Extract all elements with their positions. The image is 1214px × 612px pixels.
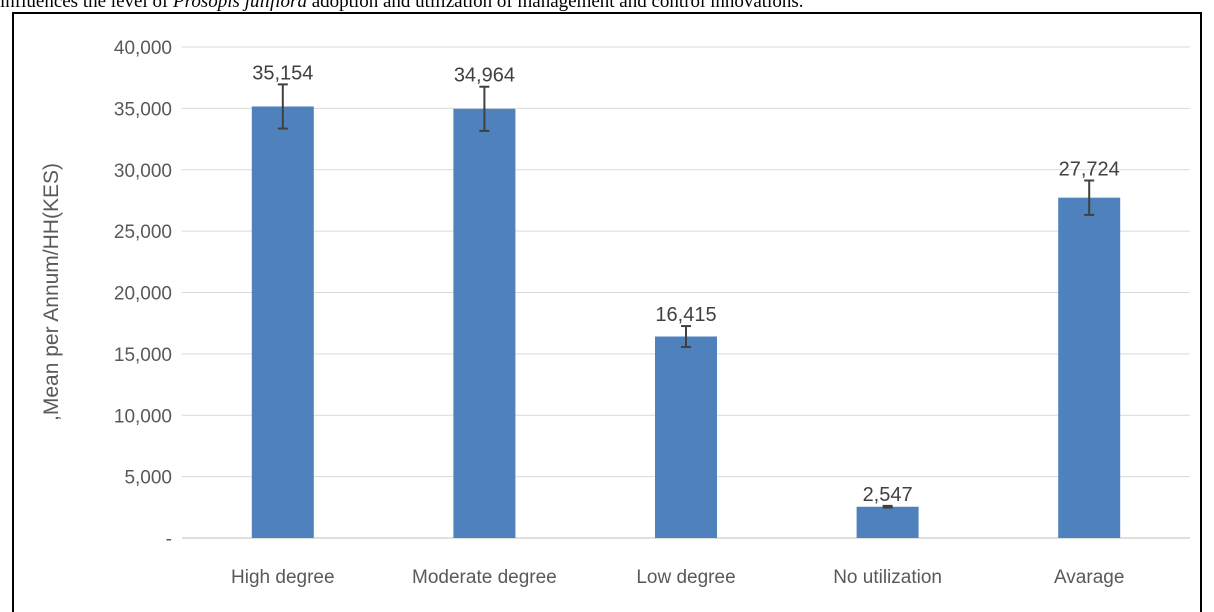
error-bars — [277, 83, 1095, 509]
caption-text-before: influences the level of — [0, 0, 174, 11]
data-label: 27,724 — [1059, 159, 1120, 181]
chart-frame — [12, 12, 1202, 612]
bar — [1058, 197, 1121, 538]
data-label: 16,415 — [655, 304, 716, 326]
error-bar — [277, 83, 288, 130]
x-tick-label: High degree — [231, 567, 335, 588]
bar — [655, 336, 717, 538]
y-tick-label: 5,000 — [124, 468, 172, 489]
data-label: 35,154 — [252, 62, 313, 84]
error-bar — [882, 504, 893, 509]
caption-species: Prosopis juliflora — [173, 0, 307, 11]
y-tick-label: 35,000 — [114, 99, 172, 120]
data-label: 2,547 — [863, 484, 913, 506]
error-bar — [479, 85, 490, 132]
bar — [251, 106, 314, 538]
x-tick-label: No utilization — [833, 567, 942, 588]
figure-caption: influences the level of Prosopis juliflo… — [0, 0, 1214, 11]
y-tick-label: 40,000 — [114, 38, 172, 59]
y-tick-label: 30,000 — [114, 161, 172, 182]
value-labels: 35,154 34,964 16,415 2,547 27,724 — [252, 62, 1120, 505]
x-tick-labels: High degree Moderate degree Low degree No u… — [231, 567, 1124, 588]
y-tick-label: 10,000 — [114, 406, 172, 427]
x-tick-label: Low degree — [636, 567, 735, 588]
y-tick-label: - — [166, 529, 172, 550]
y-tick-labels: - 5,000 10,000 15,000 20,000 25,000 30,000 35,0… — [114, 38, 172, 550]
error-bar — [1084, 179, 1095, 216]
bars — [251, 106, 1121, 539]
bar — [453, 108, 516, 539]
bar — [856, 506, 919, 538]
x-tick-label: Moderate degree — [412, 567, 557, 588]
y-tick-label: 15,000 — [114, 345, 172, 366]
caption-text-after: adoption and utilization of management a… — [306, 0, 804, 11]
y-axis-label: ,Mean per Annum/HH(KES) — [40, 163, 63, 421]
y-tick-label: 25,000 — [114, 222, 172, 243]
error-bar — [681, 325, 691, 348]
x-tick-label: Avarage — [1054, 567, 1124, 588]
data-label: 34,964 — [454, 65, 515, 87]
y-tick-label: 20,000 — [114, 284, 172, 305]
